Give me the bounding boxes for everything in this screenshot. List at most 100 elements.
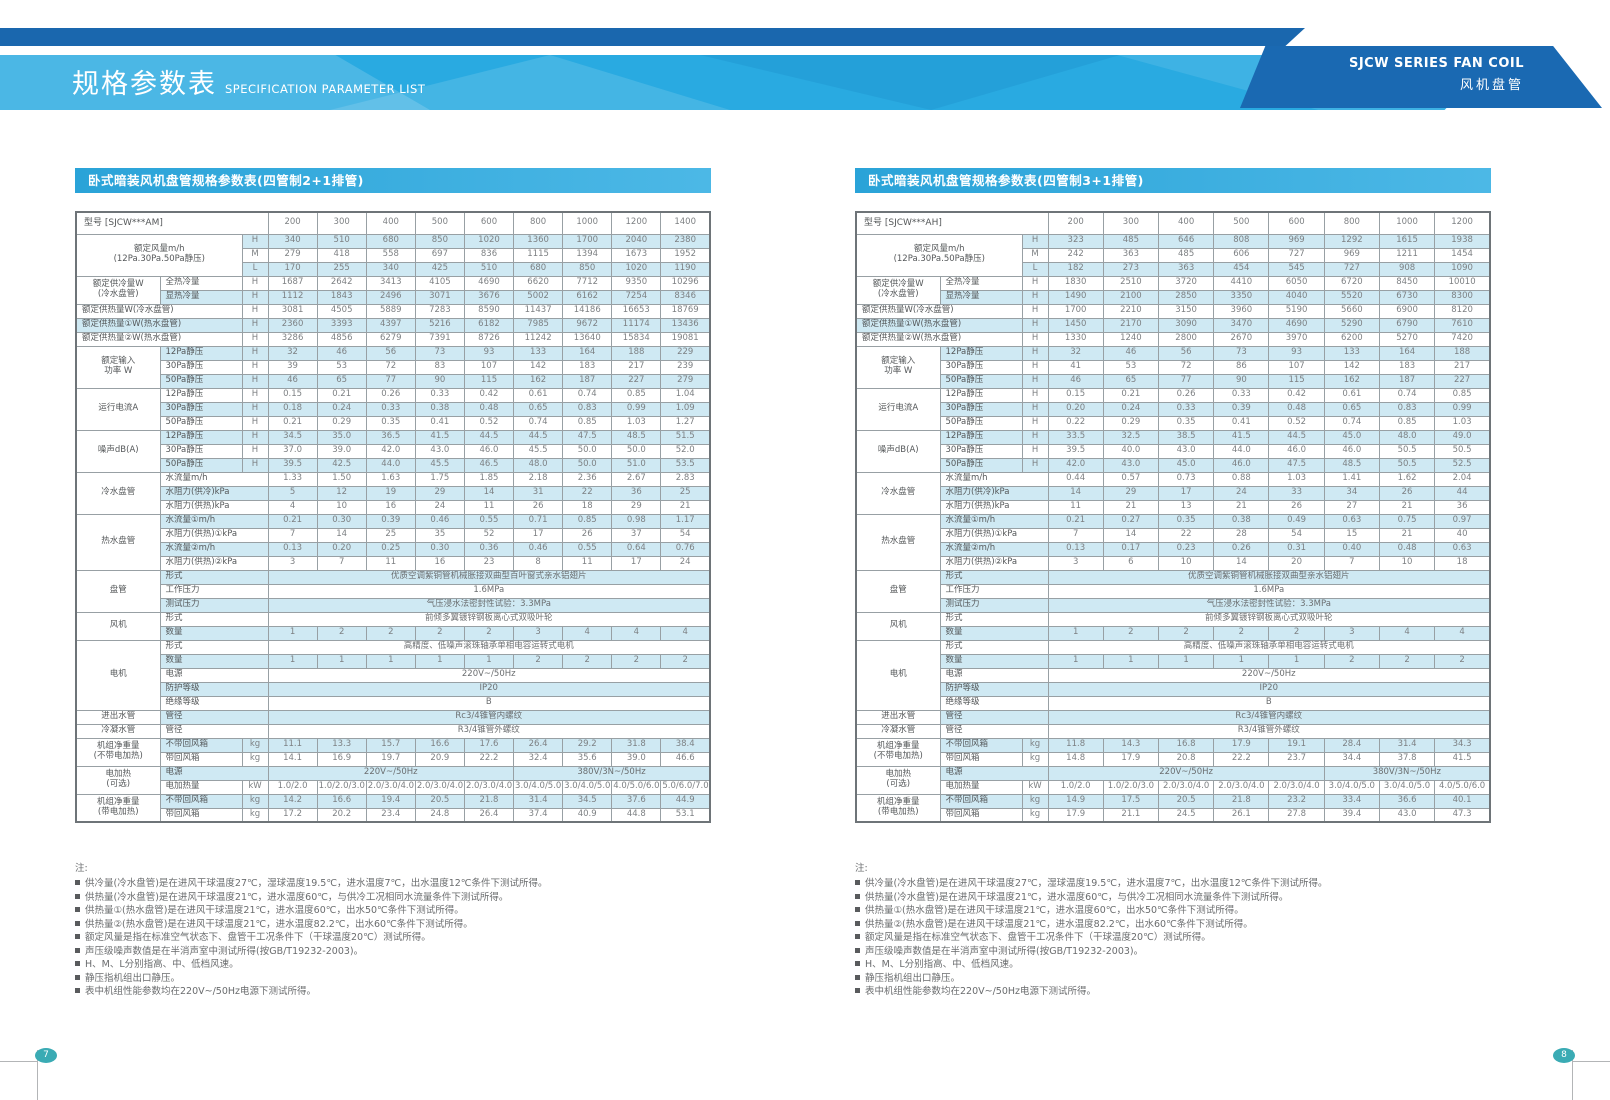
table-cell: 425 <box>414 261 465 277</box>
note-item: 静压指机组出口静压。 <box>855 972 1515 986</box>
table-cell: 0.33 <box>365 401 416 417</box>
table-cell: 22.2 <box>463 751 515 767</box>
table-cell: 2360 <box>267 317 318 333</box>
table-cell: 2 <box>1102 625 1160 641</box>
table-cell: 1.0/2.0 <box>267 779 318 795</box>
table-cell: 3970 <box>1268 331 1325 347</box>
table-cell: 1360 <box>513 233 564 249</box>
table-cell: 183 <box>1378 359 1436 375</box>
table-cell: 0.65 <box>1323 401 1380 417</box>
table-cell: 14.3 <box>1102 737 1160 753</box>
table-cell: 45.5 <box>414 457 465 473</box>
table-cell: 0.42 <box>1268 387 1325 403</box>
table-cell: R3/4锥管外螺纹 <box>267 723 711 739</box>
table-cell: 24 <box>660 555 711 571</box>
table-cell: 2100 <box>1102 289 1160 305</box>
page-title-cn: 规格参数表 <box>72 69 217 100</box>
table-cell: 1.63 <box>365 471 416 487</box>
table-cell: 数量 <box>159 625 269 641</box>
table-cell: 30Pa静压 <box>159 359 243 375</box>
table-cell: 16.9 <box>316 751 367 767</box>
table-cell: 优质空调紫铜管机械胀接双曲型亲水铝翅片 <box>1047 569 1491 585</box>
table-cell: 1394 <box>562 247 613 263</box>
table-cell: 1454 <box>1434 247 1491 263</box>
table-row: 绝缘等级 B <box>76 695 711 711</box>
notes-label: 注: <box>75 863 88 874</box>
table-cell: 1830 <box>1047 275 1104 291</box>
table-cell: 2.0/3.0/4.0 <box>1268 779 1325 795</box>
table-cell: H <box>1021 317 1049 333</box>
table-cell: 200 <box>1047 211 1104 235</box>
table-cell: 48.0 <box>513 457 564 473</box>
table-row: 带回风箱 kg 17.2 20.2 23.4 24.8 26.4 37.4 40.9 44.8 53… <box>76 807 711 823</box>
table-cell: 12Pa静压 <box>939 429 1023 445</box>
table-cell: 0.99 <box>611 401 662 417</box>
crop-mark <box>1572 1050 1573 1100</box>
table-cell: 220V~/50Hz <box>267 765 515 781</box>
table-cell: 36.6 <box>1378 793 1436 809</box>
table-cell: 7 <box>316 555 367 571</box>
table-cell: 水阻力(供热)②kPa <box>939 555 1049 571</box>
table-cell: H <box>1021 359 1049 375</box>
table-cell: 18769 <box>660 303 711 319</box>
table-cell: 噪声dB(A) <box>855 429 941 473</box>
table-row: 水阻力(供冷)kPa 14 29 17 24 33 34 26 44 <box>856 485 1491 501</box>
table-row: 风机 形式 前倾多翼镀锌钢板离心式双吸叶轮 <box>75 611 711 641</box>
table-cell: 0.48 <box>463 401 515 417</box>
note-text: H、M、L分别指高、中、低档风速。 <box>865 959 1019 970</box>
table-cell: 14186 <box>562 303 613 319</box>
table-cell: 0.21 <box>1102 387 1160 403</box>
table-cell: 680 <box>365 233 416 249</box>
table-cell: 32 <box>1047 345 1104 361</box>
table-cell: 6620 <box>513 275 564 291</box>
note-text: 供热量②(热水盘管)是在进风干球温度21℃，进水温度82.2℃，出水60℃条件下… <box>85 918 473 930</box>
table-cell: 52 <box>463 527 515 543</box>
table-cell: 0.21 <box>267 415 318 431</box>
table-cell: 1.0/2.0/3.0 <box>316 779 367 795</box>
note-item: 额定风量是指在标准空气状态下、盘管干工况条件下（干球温度20℃）测试所得。 <box>855 931 1515 945</box>
table-cell: 850 <box>414 233 465 249</box>
table-cell: 0.74 <box>513 415 564 431</box>
table-cell: 56 <box>1157 345 1215 361</box>
table-cell: 0.30 <box>414 541 465 557</box>
table-cell: 1.03 <box>611 415 662 431</box>
note-item: H、M、L分别指高、中、低档风速。 <box>855 958 1515 972</box>
table-cell: 4 <box>267 499 318 515</box>
table-cell: 31.4 <box>1378 737 1436 753</box>
table-cell: 220V~/50Hz <box>1047 667 1491 683</box>
table-cell: 盘管 <box>75 569 161 613</box>
table-cell: 11 <box>463 499 515 515</box>
table-cell: 冷水盘管 <box>75 471 161 515</box>
table-cell: H <box>1021 233 1049 249</box>
table-cell: 14.8 <box>1047 751 1104 767</box>
table-cell: 969 <box>1268 233 1325 249</box>
table-cell: 1 <box>1268 653 1325 669</box>
note-item: 供热量②(热水盘管)是在进风干球温度21℃，进水温度82.2℃，出水60℃条件下… <box>75 918 735 932</box>
table-cell: 41.5 <box>414 429 465 445</box>
table-row: 电机 形式 高精度、低噪声滚珠轴承单相电容运转式电机 <box>75 639 711 711</box>
table-cell: 0.35 <box>1157 513 1215 529</box>
table-row: 额定供热量W(冷水盘管) H 3081 4505 5889 7283 8590 11437 14… <box>75 303 711 319</box>
note-text: 供热量(冷水盘管)是在进风干球温度21℃，进水温度60℃，与供冷工况相同水流量条… <box>85 891 509 903</box>
table-cell: 52.0 <box>660 443 711 459</box>
table-cell: 全热冷量 <box>159 275 243 291</box>
table-cell: 电源 <box>939 667 1049 683</box>
table-cell: 19 <box>365 485 416 501</box>
table-cell: kg <box>1021 807 1049 823</box>
table-cell: 0.85 <box>1434 387 1491 403</box>
table-row: 盘管 形式 优质空调紫铜管机械胀接双曲型亲水铝翅片 <box>855 569 1491 613</box>
series-banner: SJCW SERIES FAN COIL 风机盘管 <box>1240 46 1602 108</box>
table-cell: 20.2 <box>316 807 367 823</box>
table-cell: 30Pa静压 <box>939 359 1023 375</box>
table-row: 冷水盘管 水流量m/h 1.33 1.50 1.63 1.75 1.85 2.18 2.36 2.… <box>75 471 711 515</box>
table-cell: 绝缘等级 <box>159 695 269 711</box>
table-row: 盘管 形式 优质空调紫铜管机械胀接双曲型百叶窗式亲水铝翅片 <box>75 569 711 613</box>
table-cell: H <box>1021 443 1049 459</box>
table-cell: 测试压力 <box>939 597 1049 613</box>
table-cell: 0.48 <box>1268 401 1325 417</box>
table-cell: 12Pa静压 <box>939 345 1023 361</box>
table-cell: 220V~/50Hz <box>267 667 711 683</box>
table-cell: 6720 <box>1323 275 1380 291</box>
table-cell: 363 <box>1102 247 1160 263</box>
table-cell: 3470 <box>1213 317 1270 333</box>
